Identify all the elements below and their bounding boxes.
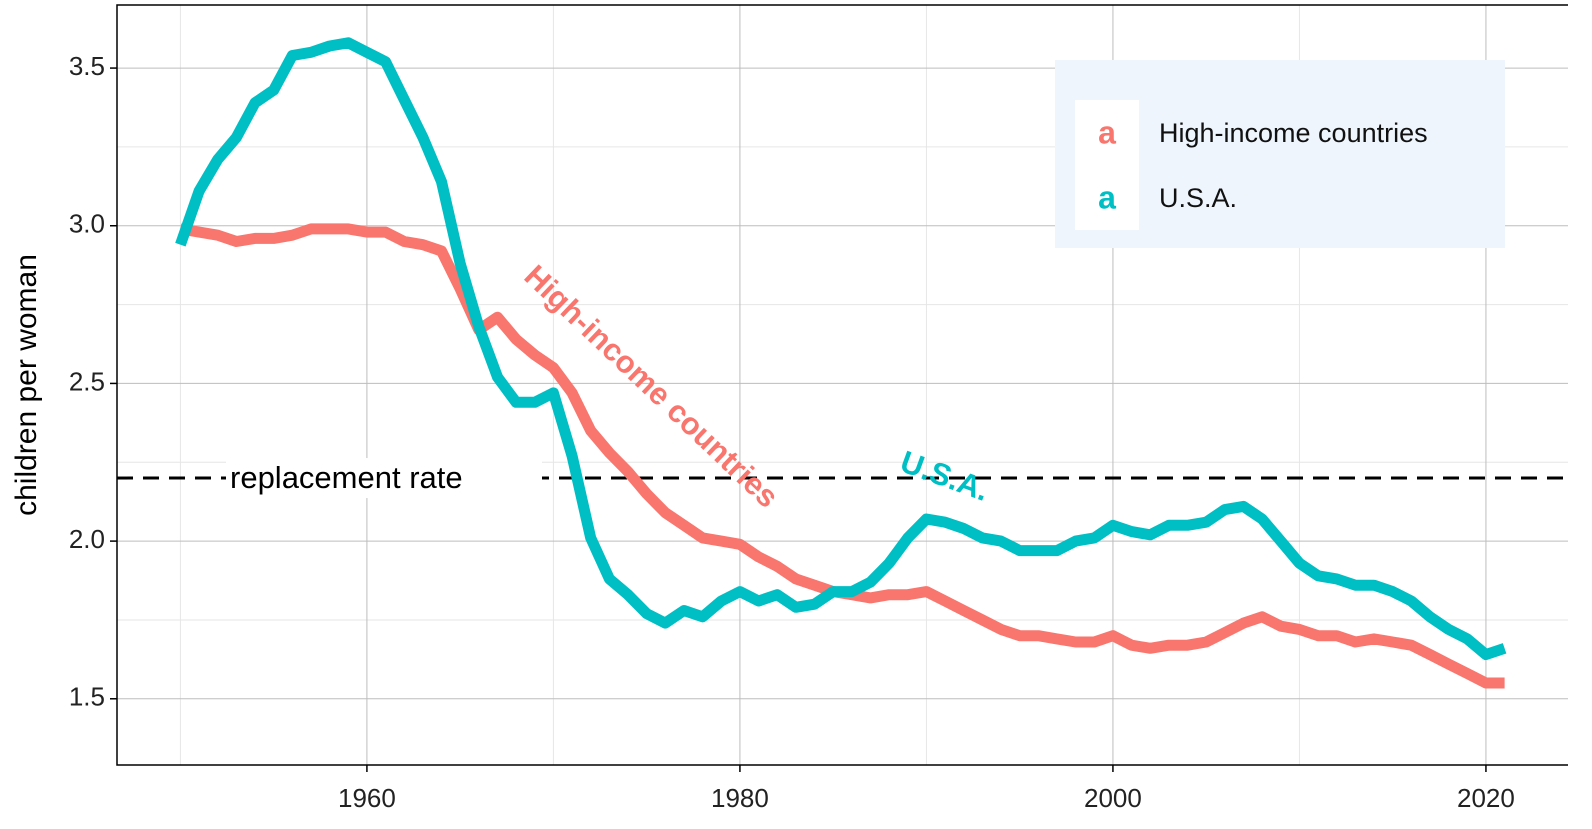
legend-label: High-income countries: [1159, 118, 1428, 148]
legend-key-bg: [1075, 100, 1139, 230]
series-line: [175, 37, 1507, 661]
axis-frame: [116, 4, 1568, 766]
legend-label: U.S.A.: [1159, 183, 1237, 213]
y-tick-label: 3.0: [69, 209, 105, 239]
y-tick-label: 2.0: [69, 524, 105, 554]
series-annotation: U.S.A.: [896, 444, 994, 508]
x-tick-label: 2000: [1084, 783, 1142, 813]
x-tick-label: 1960: [338, 783, 396, 813]
y-tick-label: 1.5: [69, 682, 105, 712]
replacement-label: replacement rate: [230, 460, 463, 495]
x-tick-label: 1980: [711, 783, 769, 813]
series-line: [179, 223, 1505, 689]
y-tick-label: 2.5: [69, 366, 105, 396]
y-axis-label: children per woman: [10, 254, 43, 516]
series-annotation: High-income countries: [518, 258, 786, 515]
x-tick-label: 2020: [1457, 783, 1515, 813]
legend-key: a: [1098, 179, 1116, 215]
y-tick-label: 3.5: [69, 51, 105, 81]
label-bg: [226, 458, 542, 499]
legend-key: a: [1098, 114, 1116, 150]
